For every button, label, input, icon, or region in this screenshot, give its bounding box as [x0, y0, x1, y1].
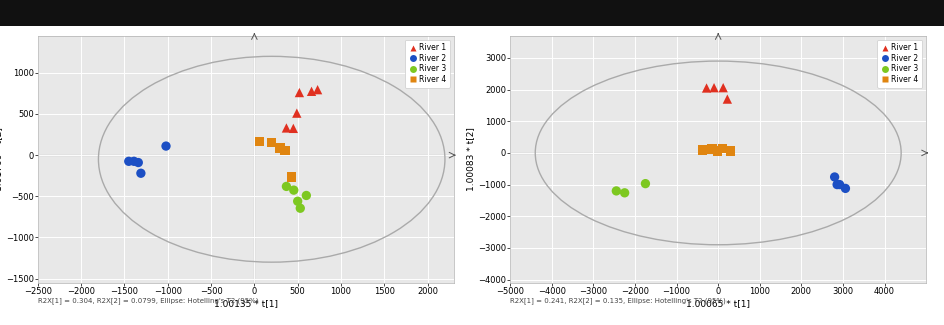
Point: [278, 125, 294, 131]
Point: [695, 148, 710, 153]
Point: [706, 85, 721, 90]
Point: [290, 199, 305, 204]
Y-axis label: 1.01760 * t[2]: 1.01760 * t[2]: [0, 127, 3, 191]
Point: [699, 85, 714, 91]
Point: [126, 159, 142, 164]
Point: [837, 186, 852, 191]
Point: [831, 182, 846, 187]
Legend: River 1, River 2, River 3, River 4: River 1, River 2, River 3, River 4: [405, 40, 449, 88]
Point: [252, 139, 267, 144]
Y-axis label: 1.00083 * t[2]: 1.00083 * t[2]: [465, 127, 475, 191]
Point: [272, 146, 287, 151]
Point: [703, 147, 718, 152]
Point: [293, 206, 308, 211]
Point: [286, 188, 301, 193]
Point: [284, 174, 299, 179]
Point: [616, 190, 632, 195]
Point: [292, 90, 307, 95]
Point: [121, 159, 136, 164]
Point: [714, 146, 729, 151]
Point: [278, 148, 293, 153]
Text: R2X[1] = 0.241, R2X[2] = 0.135, Ellipse: Hotelling's T2 (95%): R2X[1] = 0.241, R2X[2] = 0.135, Ellipse:…: [510, 297, 725, 304]
Point: [829, 182, 844, 187]
X-axis label: 1.00135 * t[1]: 1.00135 * t[1]: [213, 299, 278, 308]
Point: [310, 87, 325, 92]
Point: [709, 149, 724, 154]
Point: [263, 140, 279, 145]
Point: [826, 175, 841, 180]
Point: [130, 160, 145, 165]
Point: [715, 85, 730, 90]
Text: R2X[1] = 0.304, R2X[2] = 0.0799, Ellipse: Hotelling's T2 (95%): R2X[1] = 0.304, R2X[2] = 0.0799, Ellipse…: [38, 297, 258, 304]
Point: [608, 188, 623, 193]
Legend: River 1, River 2, River 3, River 4: River 1, River 2, River 3, River 4: [877, 40, 921, 88]
Point: [159, 143, 174, 149]
Point: [719, 97, 734, 102]
Point: [722, 149, 737, 154]
Point: [298, 193, 313, 198]
Point: [637, 181, 652, 186]
Point: [133, 171, 148, 176]
Point: [285, 126, 300, 131]
Point: [278, 184, 294, 189]
Point: [304, 89, 319, 94]
X-axis label: 1.00065 * t[1]: 1.00065 * t[1]: [685, 299, 750, 308]
Point: [289, 111, 304, 116]
